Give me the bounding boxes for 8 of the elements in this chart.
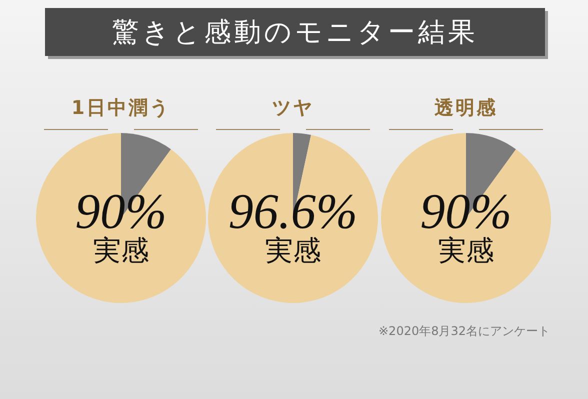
chart-title: 1日中潤う <box>70 96 172 121</box>
chart-title: ツヤ <box>271 96 315 121</box>
text: ※2020年8月32名にアンケート <box>378 323 550 340</box>
chart-title: 透明感 <box>434 96 498 121</box>
text: 実感 <box>438 236 494 267</box>
text: 実感 <box>265 236 321 267</box>
text: 実感 <box>93 236 149 267</box>
text: 驚きと感動のモニター結果 <box>45 8 545 56</box>
